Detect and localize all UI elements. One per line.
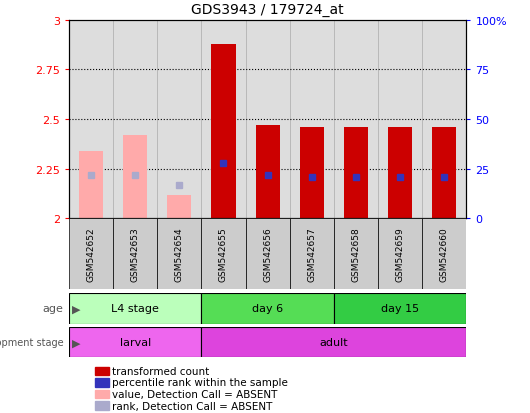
Text: value, Detection Call = ABSENT: value, Detection Call = ABSENT xyxy=(112,389,278,399)
Bar xyxy=(422,21,466,219)
Bar xyxy=(201,21,245,219)
Text: age: age xyxy=(43,304,64,314)
Bar xyxy=(201,293,334,324)
Text: GSM542656: GSM542656 xyxy=(263,227,272,281)
Bar xyxy=(157,21,201,219)
Bar xyxy=(69,293,201,324)
Title: GDS3943 / 179724_at: GDS3943 / 179724_at xyxy=(191,3,344,17)
Text: GSM542652: GSM542652 xyxy=(86,227,95,281)
Bar xyxy=(69,21,113,219)
Text: ▶: ▶ xyxy=(72,337,80,347)
Bar xyxy=(255,126,280,219)
Bar xyxy=(432,128,456,219)
Bar xyxy=(422,219,466,289)
Text: day 6: day 6 xyxy=(252,304,283,314)
Bar xyxy=(290,21,334,219)
Text: ▶: ▶ xyxy=(72,304,80,314)
Text: L4 stage: L4 stage xyxy=(111,304,159,314)
Text: GSM542654: GSM542654 xyxy=(175,227,184,281)
Bar xyxy=(157,219,201,289)
Bar xyxy=(290,219,334,289)
Bar xyxy=(378,21,422,219)
Bar xyxy=(69,219,113,289)
Text: GSM542657: GSM542657 xyxy=(307,227,316,281)
Text: GSM542658: GSM542658 xyxy=(351,227,360,281)
Bar xyxy=(113,21,157,219)
Bar xyxy=(201,219,245,289)
Bar xyxy=(299,128,324,219)
Text: transformed count: transformed count xyxy=(112,366,209,376)
Text: GSM542659: GSM542659 xyxy=(396,227,404,281)
Bar xyxy=(167,195,191,219)
Text: GSM542655: GSM542655 xyxy=(219,227,228,281)
Text: day 15: day 15 xyxy=(381,304,419,314)
Bar xyxy=(378,219,422,289)
Text: GSM542660: GSM542660 xyxy=(440,227,449,281)
Bar xyxy=(79,152,103,219)
Bar xyxy=(113,219,157,289)
Bar xyxy=(211,45,236,219)
Bar xyxy=(69,328,201,357)
Text: GSM542653: GSM542653 xyxy=(131,227,139,281)
Bar xyxy=(245,219,290,289)
Text: adult: adult xyxy=(320,337,348,347)
Bar xyxy=(334,219,378,289)
Text: percentile rank within the sample: percentile rank within the sample xyxy=(112,377,288,387)
Bar xyxy=(201,328,466,357)
Bar xyxy=(334,21,378,219)
Text: larval: larval xyxy=(120,337,151,347)
Bar xyxy=(334,293,466,324)
Bar xyxy=(123,135,147,219)
Text: rank, Detection Call = ABSENT: rank, Detection Call = ABSENT xyxy=(112,401,273,411)
Bar xyxy=(344,128,368,219)
Text: development stage: development stage xyxy=(0,337,64,347)
Bar xyxy=(245,21,290,219)
Bar xyxy=(388,128,412,219)
